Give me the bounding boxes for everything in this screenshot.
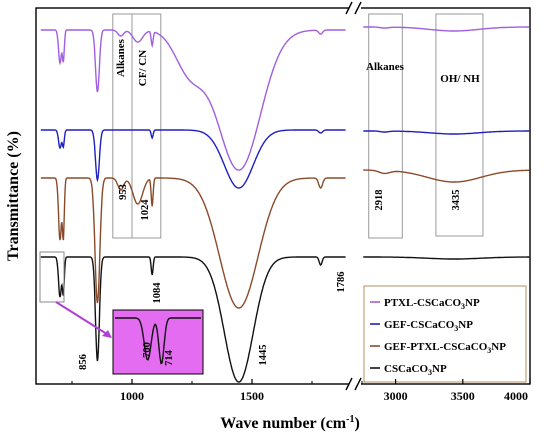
region-boxes: Alkanes CF/ CN Alkanes OH/ NH [112,13,484,239]
peak-label: 3435 [451,190,462,211]
x-tick-label: 3000 [384,389,408,403]
region-box [131,13,162,239]
peak-label: 1024 [140,199,151,221]
inset-source-box [39,251,65,303]
axis-break-slash-top [345,1,353,15]
series-group [40,26,530,383]
peak-label: 1084 [152,282,163,304]
x-tick-label: 3500 [451,389,475,403]
plot-frame [35,1,531,391]
series-line-gef-right [363,130,530,135]
peak-label: 1445 [258,345,269,366]
axes-group: 1000 1500 3000 3500 4000 Wave number (cm-1) Tr… [5,131,531,432]
axis-break-gap-bottom [349,378,361,390]
region-label: Alkanes [115,38,127,77]
region-box [368,13,403,239]
series-line-gef [40,129,346,189]
legend-label: PTXL-CSCaCO3NP [384,297,480,311]
inset-peak-label: 700 [142,342,153,358]
legend-label: CSCaCO3NP [384,363,447,377]
inset-arrow [55,301,111,337]
inset-line [115,317,201,365]
inset-zoom: 700 714 [39,251,204,375]
legend-label: GEF-PTXL-CSCaCO3NP [384,341,506,355]
peak-label: 1786 [336,272,347,293]
inset-arrowhead [102,330,112,338]
series-line-ptxl [40,29,346,171]
region-label: Alkanes [366,61,405,73]
peak-label: 2918 [374,190,385,211]
y-axis-title: Transmittance (%) [5,131,22,261]
annotations-group: 953 1024 2918 3435 1084 1786 856 1445 [78,184,462,370]
series-line-cscaco3-right [363,256,530,260]
region-label: CF/ CN [137,50,149,86]
inset-peak-label: 714 [164,349,175,366]
axis-break-slash-bottom [345,377,353,391]
axis-break-slash-top [354,1,362,15]
peak-label: 953 [118,184,129,200]
legend-label: GEF-CSCaCO3NP [384,319,473,333]
series-line-ptxl-right [363,26,530,32]
x-tick-label: 4000 [504,389,528,403]
series-line-gefptxl [40,177,346,309]
legend: PTXL-CSCaCO3NP GEF-CSCaCO3NP GEF-PTXL-CSCa… [363,285,527,383]
plot-border [35,7,531,385]
legend-box [363,285,527,383]
series-line-gefptxl-right [363,169,530,183]
x-axis-title: Wave number (cm-1) [220,414,360,432]
region-box [435,13,484,237]
peak-label: 856 [78,354,89,370]
x-tick-label: 1500 [240,389,264,403]
x-tick-label: 1000 [120,389,144,403]
series-line-cscaco3 [40,256,346,383]
axis-break-gap-top [349,2,361,14]
axis-break-slash-bottom [354,377,362,391]
region-label: OH/ NH [440,73,480,85]
axis-break [345,1,362,391]
